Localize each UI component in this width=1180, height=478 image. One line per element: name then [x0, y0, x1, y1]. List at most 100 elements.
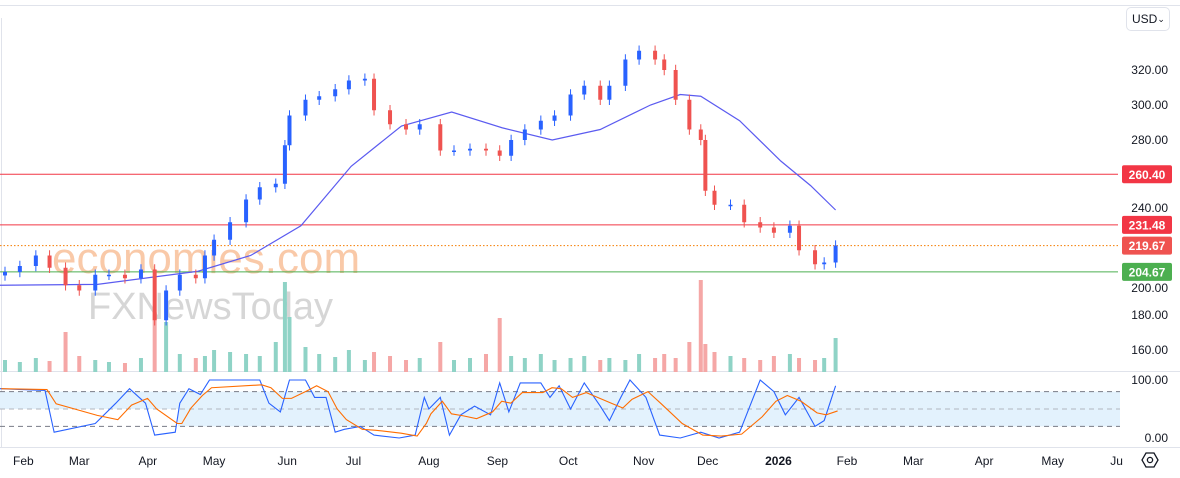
volume-bar — [538, 354, 543, 372]
volume-bar — [63, 332, 68, 372]
candle-body — [742, 204, 747, 223]
price-tick: 160.00 — [1131, 343, 1168, 357]
candle-body — [287, 115, 292, 146]
candle-body — [282, 145, 287, 184]
volume-bar — [662, 354, 667, 372]
volume-bar — [317, 354, 322, 372]
volume-bar — [483, 354, 488, 372]
candle-body — [164, 290, 169, 321]
candle-body — [63, 267, 68, 286]
volume-bar — [404, 360, 409, 372]
time-tick: Mar — [903, 454, 924, 468]
volume-bar — [202, 356, 207, 372]
candle-body — [607, 85, 612, 100]
volume-bar — [607, 358, 612, 372]
volume-bar — [703, 344, 708, 372]
level-label-bg — [1122, 262, 1172, 281]
volume-bar — [712, 352, 717, 372]
volume-bar — [287, 317, 292, 372]
candle-body — [317, 96, 322, 100]
time-tick: Apr — [138, 454, 157, 468]
volume-bar — [273, 342, 278, 372]
volume-bar — [372, 352, 377, 372]
candle-body — [673, 70, 678, 100]
volume-bar — [438, 342, 443, 372]
candle-body — [138, 269, 143, 279]
settings-gear-icon[interactable] — [1141, 451, 1159, 469]
time-tick: Mar — [69, 454, 90, 468]
volume-bar — [522, 358, 527, 372]
volume-bar — [303, 347, 308, 372]
watermark-fxnewstoday: FXNewsToday — [88, 286, 333, 328]
candle-body — [582, 85, 587, 95]
volume-bar — [552, 360, 557, 372]
volume-bar — [758, 360, 763, 372]
candle-body — [212, 239, 217, 256]
volume-bar — [598, 360, 603, 372]
volume-bar — [212, 350, 217, 372]
currency-dropdown[interactable]: USD ⌄ — [1126, 7, 1170, 31]
candle-body — [833, 245, 838, 263]
volume-bar — [193, 358, 198, 372]
candle-body — [509, 140, 514, 156]
time-tick: 2026 — [765, 454, 792, 468]
level-label: 219.67 — [1129, 239, 1166, 253]
price-tick: 200.00 — [1131, 281, 1168, 295]
candle-body — [77, 285, 82, 291]
volume-bar — [497, 318, 502, 372]
candle-body — [228, 222, 233, 240]
candle-body — [404, 124, 409, 130]
volume-bar — [673, 358, 678, 372]
candle-body — [712, 190, 717, 205]
volume-bar — [797, 358, 802, 372]
price-tick: 180.00 — [1131, 308, 1168, 322]
candle-body — [303, 99, 308, 116]
candle-body — [152, 269, 157, 321]
candle-body — [333, 89, 338, 97]
volume-bar — [362, 360, 367, 372]
volume-bar — [282, 282, 287, 372]
candle-body — [703, 140, 708, 191]
time-tick: Jul — [346, 454, 361, 468]
volume-bar — [3, 360, 8, 372]
level-label: 231.48 — [1129, 218, 1166, 232]
candle-body — [106, 274, 111, 277]
volume-bar — [742, 358, 747, 372]
moving-average-line — [0, 93, 837, 286]
volume-bar — [257, 356, 262, 372]
candle-body — [17, 266, 22, 272]
volume-bar — [787, 354, 792, 372]
time-tick: Dec — [697, 454, 718, 468]
candle-body — [122, 274, 127, 279]
time-tick: Nov — [633, 454, 654, 468]
volume-bar — [152, 312, 157, 372]
candle-body — [662, 59, 667, 70]
candle-body — [771, 227, 776, 233]
time-tick: Sep — [487, 454, 509, 468]
volume-bar — [509, 356, 514, 372]
currency-value: USD — [1132, 12, 1158, 26]
volume-bar — [452, 360, 457, 372]
volume-bar — [122, 363, 127, 372]
time-tick: Feb — [837, 454, 858, 468]
candle-body — [362, 78, 367, 81]
oscillator-tick: 0.00 — [1145, 431, 1169, 445]
time-tick: Apr — [975, 454, 994, 468]
volume-bar — [468, 358, 472, 372]
volume-bar — [623, 360, 628, 372]
volume-bar — [228, 352, 233, 372]
oscillator-tick: 100.00 — [1131, 373, 1168, 387]
time-tick: May — [203, 454, 226, 468]
candle-body — [193, 274, 198, 279]
volume-bar — [47, 361, 52, 372]
oscillator-band-left — [0, 391, 178, 409]
level-label-bg — [1122, 236, 1172, 255]
candle-body — [273, 183, 278, 188]
candle-body — [758, 222, 763, 228]
level-label-bg — [1122, 215, 1172, 234]
candle-body — [698, 129, 703, 140]
volume-bar — [653, 358, 658, 372]
volume-bar — [582, 356, 587, 372]
candle-body — [47, 255, 52, 268]
